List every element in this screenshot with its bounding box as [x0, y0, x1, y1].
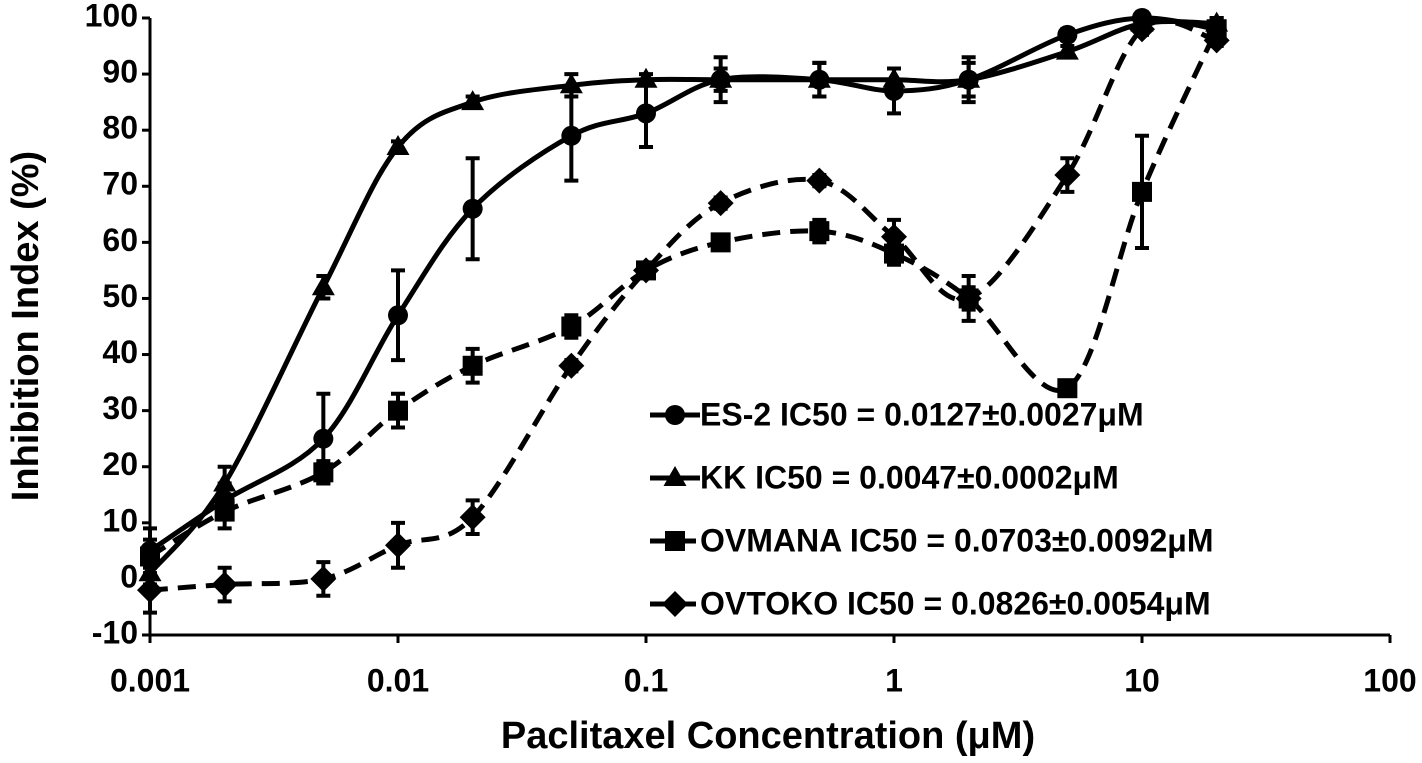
marker: [955, 285, 982, 312]
marker: [137, 577, 163, 604]
marker: [561, 316, 582, 337]
marker: [214, 501, 235, 522]
x-tick-label: 100: [1363, 662, 1416, 698]
y-tick-label: 0: [120, 558, 138, 594]
legend-label: OVTOKO IC50 = 0.0826±0.0054μM: [700, 585, 1211, 621]
x-tick-label: 10: [1124, 662, 1160, 698]
y-tick-label: 10: [102, 502, 138, 538]
marker: [663, 466, 687, 486]
marker: [662, 591, 688, 617]
marker: [957, 67, 981, 88]
x-tick-label: 1: [885, 662, 903, 698]
marker: [1132, 181, 1152, 202]
marker: [561, 125, 582, 146]
marker: [1129, 16, 1155, 43]
marker: [462, 355, 483, 376]
y-tick-label: 20: [102, 446, 138, 482]
marker: [1055, 39, 1079, 60]
marker: [882, 67, 906, 88]
marker: [388, 400, 408, 421]
marker: [388, 305, 408, 326]
marker: [806, 167, 833, 194]
marker: [313, 462, 334, 483]
marker: [1057, 24, 1078, 45]
x-tick-label: 0.001: [110, 662, 190, 698]
marker: [634, 67, 658, 88]
y-tick-label: 80: [102, 110, 138, 146]
y-tick-label: 60: [102, 222, 138, 258]
marker: [558, 352, 585, 379]
marker: [881, 223, 907, 250]
marker: [633, 257, 659, 284]
marker: [1203, 27, 1230, 54]
legend-label: KK IC50 = 0.0047±0.0002μM: [700, 459, 1119, 495]
legend-label: OVMANA IC50 = 0.0703±0.0092μM: [700, 522, 1214, 558]
marker: [636, 103, 656, 124]
y-tick-label: 100: [85, 0, 138, 33]
marker: [386, 135, 410, 156]
marker: [313, 428, 334, 449]
marker: [1057, 378, 1078, 399]
marker: [385, 532, 411, 559]
marker: [807, 67, 831, 88]
marker: [213, 471, 237, 492]
marker: [1054, 162, 1081, 189]
series-line: [149, 18, 1218, 593]
legend-label: ES-2 IC50 = 0.0127±0.0027μM: [700, 396, 1144, 432]
marker: [559, 73, 583, 94]
y-tick-label: 30: [102, 390, 138, 426]
y-tick-label: -10: [92, 614, 138, 650]
y-axis-title: Inhibition Index (%): [5, 151, 47, 501]
x-axis-title: Paclitaxel Concentration (μM): [501, 715, 1035, 757]
x-tick-label: 0.1: [624, 662, 668, 698]
marker: [311, 275, 335, 296]
marker: [707, 190, 734, 217]
y-tick-label: 50: [102, 278, 138, 314]
y-tick-label: 40: [102, 334, 138, 370]
x-tick-label: 0.01: [367, 662, 429, 698]
marker: [809, 221, 830, 242]
marker: [710, 232, 731, 253]
marker: [211, 571, 238, 598]
marker: [462, 198, 483, 219]
marker: [310, 565, 337, 592]
y-tick-label: 70: [102, 166, 138, 202]
marker: [140, 546, 160, 567]
marker: [665, 405, 685, 425]
marker: [459, 504, 486, 531]
marker: [461, 90, 485, 111]
y-tick-label: 90: [102, 54, 138, 90]
marker: [665, 531, 685, 551]
marker: [709, 67, 733, 88]
